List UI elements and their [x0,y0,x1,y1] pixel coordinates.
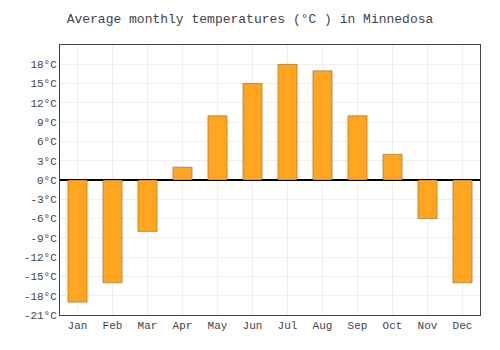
svg-text:-18°C: -18°C [24,291,57,303]
svg-text:Feb: Feb [103,320,123,332]
svg-text:-12°C: -12°C [24,252,57,264]
svg-text:3°C: 3°C [37,156,57,168]
svg-text:May: May [208,320,228,332]
svg-text:Average monthly temperatures (: Average monthly temperatures (°C ) in Mi… [67,12,434,27]
svg-text:Nov: Nov [418,320,438,332]
svg-text:-15°C: -15°C [24,271,57,283]
svg-text:Jan: Jan [68,320,88,332]
svg-text:-9°C: -9°C [30,233,57,245]
svg-text:0°C: 0°C [37,175,57,187]
svg-text:Aug: Aug [313,320,333,332]
svg-text:Apr: Apr [173,320,193,332]
svg-text:9°C: 9°C [37,117,57,129]
svg-text:Jul: Jul [278,320,298,332]
svg-text:12°C: 12°C [30,98,57,110]
svg-text:Jun: Jun [243,320,263,332]
svg-text:Dec: Dec [453,320,473,332]
svg-text:-6°C: -6°C [30,213,57,225]
svg-text:18°C: 18°C [30,59,57,71]
svg-text:-3°C: -3°C [30,194,57,206]
svg-text:-21°C: -21°C [24,310,57,322]
svg-text:6°C: 6°C [37,136,57,148]
svg-text:Sep: Sep [348,320,368,332]
svg-text:15°C: 15°C [30,78,57,90]
svg-text:Mar: Mar [138,320,158,332]
svg-text:Oct: Oct [383,320,403,332]
